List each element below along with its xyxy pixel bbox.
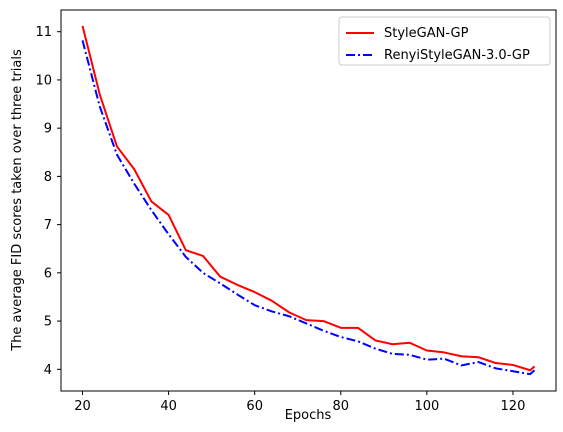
- x-tick-label: 20: [74, 399, 91, 414]
- x-tick-label: 100: [414, 399, 439, 414]
- x-tick-label: 80: [333, 399, 350, 414]
- x-tick-label: 120: [501, 399, 526, 414]
- x-tick-label: 60: [246, 399, 263, 414]
- y-tick-label: 8: [44, 170, 52, 185]
- legend-label-stylegan-gp: StyleGAN-GP: [384, 26, 469, 41]
- y-tick-label: 10: [35, 73, 52, 88]
- y-tick-label: 9: [44, 122, 52, 137]
- x-axis-label: Epochs: [285, 408, 332, 423]
- legend: StyleGAN-GP RenyiStyleGAN-3.0-GP: [338, 16, 551, 66]
- plot-frame: [60, 9, 557, 392]
- plot-lines: [81, 25, 536, 376]
- y-axis-label: The average FID scores taken over three …: [10, 49, 25, 352]
- series-line-0: [81, 25, 536, 372]
- y-tick-label: 5: [44, 315, 52, 330]
- legend-box: [338, 16, 551, 66]
- y-axis-ticks: 4 5 6 7 8 9 10 11: [35, 25, 61, 378]
- legend-label-renyistylegan: RenyiStyleGAN-3.0-GP: [384, 48, 530, 63]
- y-tick-label: 4: [44, 363, 52, 378]
- series-line-1: [81, 40, 536, 376]
- x-tick-label: 40: [160, 399, 177, 414]
- y-tick-label: 11: [35, 25, 52, 40]
- x-axis-ticks: 20 40 60 80 100 120: [74, 391, 525, 414]
- y-tick-label: 6: [44, 266, 52, 281]
- y-tick-label: 7: [44, 218, 52, 233]
